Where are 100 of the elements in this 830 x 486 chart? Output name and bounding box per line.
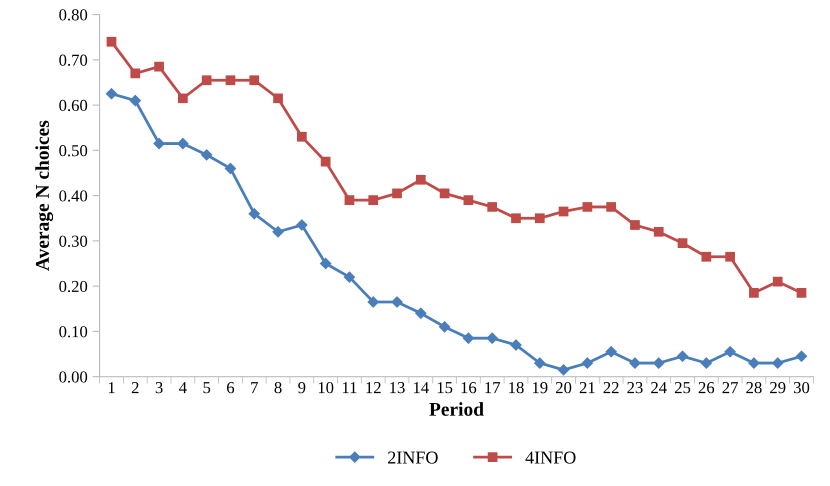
- point: [534, 357, 546, 369]
- y-tick-label: 0.10: [59, 326, 88, 338]
- point: [272, 226, 284, 238]
- point: [344, 271, 356, 283]
- x-tick-label: 27: [722, 382, 738, 394]
- point: [226, 75, 236, 86]
- point: [796, 350, 808, 362]
- point: [154, 62, 164, 72]
- point: [177, 138, 188, 150]
- point: [130, 68, 140, 78]
- y-tick-label: 0.20: [59, 280, 88, 292]
- point: [724, 346, 736, 358]
- point: [440, 188, 450, 198]
- point: [772, 357, 784, 369]
- point: [772, 276, 783, 286]
- point: [606, 346, 617, 358]
- x-tick-label: 16: [462, 382, 476, 394]
- x-tick-label: 25: [674, 382, 690, 394]
- point: [368, 296, 379, 308]
- point: [320, 258, 332, 270]
- point: [725, 252, 735, 262]
- point: [415, 308, 426, 319]
- point: [296, 132, 307, 142]
- x-tick-label: 10: [318, 382, 334, 394]
- x-tick-label: 9: [298, 382, 306, 394]
- point: [749, 288, 759, 298]
- x-tick-label: 3: [156, 382, 163, 394]
- point: [511, 213, 521, 224]
- y-tick-label: 0.40: [59, 190, 88, 202]
- y-axis-title: Average N choices: [35, 120, 54, 271]
- x-tick-label: 8: [274, 382, 282, 394]
- x-tick-label: 17: [485, 382, 500, 394]
- point: [130, 94, 141, 106]
- x-tick-label: 14: [414, 382, 429, 394]
- point: [676, 350, 688, 362]
- x-tick-label: 13: [390, 382, 405, 394]
- point: [654, 226, 664, 237]
- point: [273, 93, 283, 104]
- x-axis-title: Period: [429, 402, 484, 416]
- point: [487, 202, 498, 212]
- point: [201, 149, 212, 160]
- legend-label: 4INFO: [525, 452, 576, 464]
- point: [558, 206, 568, 216]
- point: [320, 156, 330, 167]
- point: [153, 138, 165, 150]
- point: [296, 219, 308, 231]
- x-tick-label: 24: [651, 382, 667, 394]
- point: [534, 213, 545, 224]
- point: [178, 93, 188, 104]
- point: [606, 202, 616, 212]
- x-tick-label: 29: [770, 382, 786, 394]
- x-tick-label: 20: [556, 382, 572, 394]
- x-tick-label: 30: [794, 382, 810, 394]
- point: [106, 88, 118, 100]
- point: [486, 332, 498, 344]
- point: [678, 238, 688, 248]
- point: [701, 252, 712, 262]
- x-tick-label: 21: [580, 382, 595, 394]
- point: [438, 321, 450, 332]
- point: [462, 332, 474, 344]
- y-tick-label: 0.60: [59, 100, 88, 112]
- x-tick-label: 7: [251, 382, 258, 394]
- point: [368, 195, 378, 205]
- x-tick-label: 4: [179, 382, 187, 394]
- x-tick-label: 19: [532, 382, 548, 394]
- point: [106, 36, 116, 47]
- point: [630, 220, 640, 230]
- x-tick-label: 6: [227, 382, 234, 394]
- x-tick-label: 18: [509, 382, 524, 394]
- x-tick-label: 5: [203, 382, 210, 394]
- y-tick-label: 0.70: [59, 54, 88, 66]
- point: [249, 75, 260, 86]
- x-tick-label: 28: [746, 382, 762, 394]
- y-tick-label: 0.30: [59, 236, 88, 247]
- x-tick-label: 22: [604, 382, 619, 394]
- point: [224, 162, 236, 174]
- point: [416, 174, 426, 185]
- point: [653, 357, 664, 369]
- x-tick-label: 2: [132, 382, 139, 394]
- y-tick-label: 0.50: [59, 145, 88, 156]
- point: [629, 357, 641, 369]
- point: [202, 75, 212, 86]
- x-tick-label: 12: [366, 382, 381, 394]
- x-tick-label: 15: [438, 382, 452, 394]
- y-tick-label: 0.80: [59, 9, 88, 21]
- x-tick-label: 11: [342, 382, 356, 394]
- point: [344, 195, 354, 205]
- point: [392, 188, 402, 198]
- y-tick-label: 0.00: [59, 371, 88, 383]
- x-tick-label: 1: [108, 382, 115, 394]
- point: [748, 357, 760, 369]
- point: [464, 195, 474, 205]
- x-tick-label: 26: [698, 382, 714, 394]
- point: [582, 202, 592, 212]
- x-tick-label: 23: [627, 382, 643, 394]
- legend-label: 2INFO: [388, 452, 438, 464]
- point: [510, 339, 522, 351]
- point: [391, 296, 403, 308]
- point: [700, 357, 712, 369]
- point: [582, 357, 593, 369]
